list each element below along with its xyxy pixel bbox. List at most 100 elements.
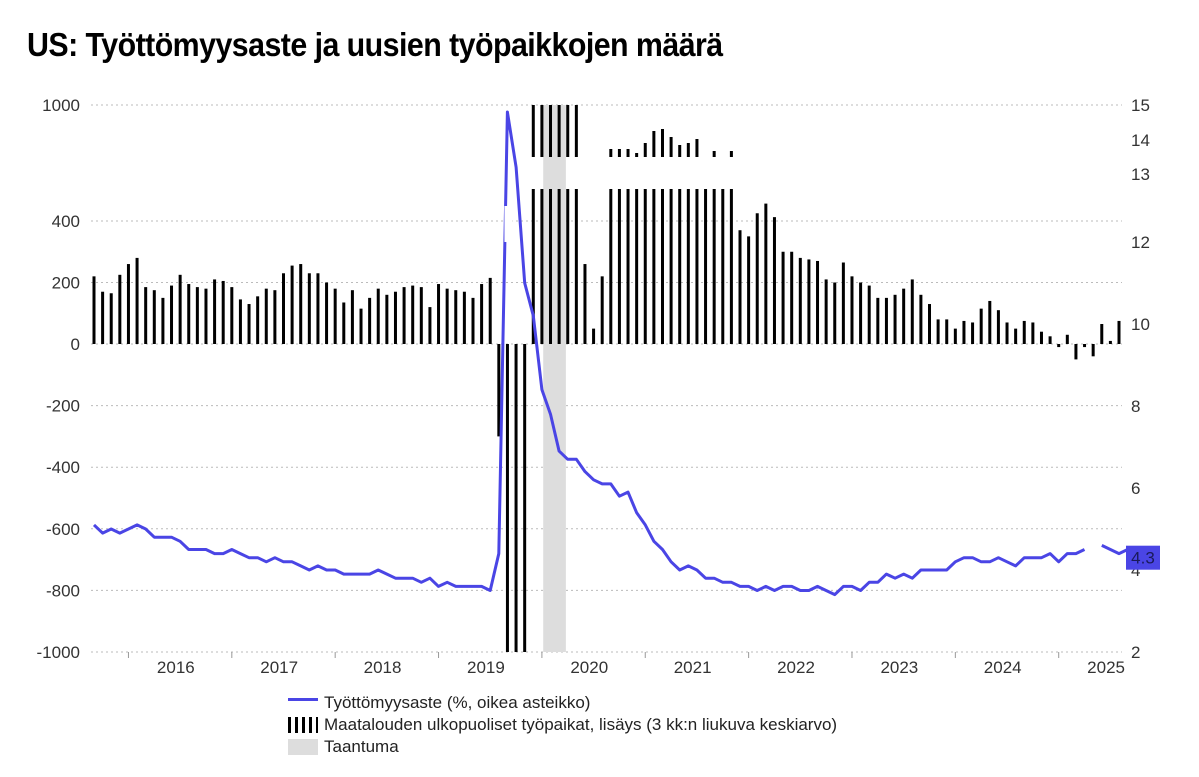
x-tick-label: 2019: [467, 658, 505, 677]
left-tick-label: 200: [52, 274, 80, 293]
unemployment-line: [92, 110, 1138, 597]
bar: [385, 294, 389, 344]
bar: [1108, 340, 1112, 344]
bar-overflow: [669, 137, 673, 157]
bar: [617, 189, 621, 344]
legend: Työttömyysaste (%, oikea asteikko) Maata…: [288, 692, 837, 758]
bar: [238, 299, 242, 344]
bar: [859, 282, 863, 344]
bar-overflow: [635, 153, 639, 157]
bar: [764, 203, 768, 344]
line-series: [92, 110, 1138, 597]
bar: [523, 344, 527, 652]
bar: [1091, 344, 1095, 357]
bar: [428, 307, 432, 344]
bar: [910, 279, 914, 344]
bar: [161, 297, 165, 344]
bar: [488, 277, 492, 344]
bar: [1083, 344, 1087, 348]
bar-overflow: [686, 143, 690, 157]
bar: [376, 288, 380, 344]
legend-label-line: Työttömyysaste (%, oikea asteikko): [324, 693, 591, 712]
bar: [772, 217, 776, 344]
bar-overflow: [729, 151, 733, 157]
bar: [135, 257, 139, 344]
bar: [195, 287, 199, 344]
bar: [660, 189, 664, 344]
legend-item-bars: Maatalouden ulkopuoliset työpaikat, lisä…: [288, 714, 837, 736]
bar: [264, 288, 268, 344]
bar: [850, 276, 854, 344]
x-tick-label: 2020: [570, 658, 608, 677]
bar: [884, 297, 888, 344]
bar: [996, 310, 1000, 344]
bar: [144, 287, 148, 344]
bar: [118, 274, 122, 344]
bar: [281, 273, 285, 344]
bar-overflow: [557, 105, 561, 157]
bar: [600, 276, 604, 344]
current-value-text: 4.3: [1131, 549, 1155, 568]
bar: [454, 290, 458, 344]
bar: [1031, 322, 1035, 344]
bar: [816, 260, 820, 344]
bar: [247, 304, 251, 344]
bar: [316, 273, 320, 344]
bar: [540, 189, 544, 344]
left-tick-label: -600: [46, 520, 80, 539]
bar: [669, 189, 673, 344]
bar: [462, 291, 466, 344]
left-axis: 1000 400 200 0 -200 -400 -600 -800 -1000: [37, 96, 80, 662]
bar-overflow: [574, 105, 578, 157]
bar: [402, 287, 406, 344]
left-tick-label: 0: [71, 335, 80, 354]
bar: [652, 189, 656, 344]
bar-overflow: [712, 151, 716, 157]
current-value-box: [1126, 545, 1160, 570]
bar: [480, 284, 484, 344]
bar: [126, 264, 130, 344]
bar-overflow: [626, 149, 630, 157]
left-tick-label: -400: [46, 458, 80, 477]
bar: [1074, 344, 1078, 360]
bar-overflow: [643, 143, 647, 157]
bar: [747, 236, 751, 344]
x-tick-label: 2021: [674, 658, 712, 677]
right-tick-label: 12: [1131, 233, 1150, 252]
x-tick-label: 2025: [1087, 658, 1125, 677]
x-tick-label: 2016: [157, 658, 195, 677]
bar: [704, 189, 708, 344]
bar: [626, 189, 630, 344]
bar: [979, 308, 983, 344]
bar: [1100, 324, 1104, 344]
bar: [273, 290, 277, 344]
right-tick-label: 15: [1131, 96, 1150, 115]
bar-overflow: [617, 149, 621, 157]
bar-overflow: [540, 105, 544, 157]
legend-label-recession: Taantuma: [324, 737, 399, 756]
bar: [583, 264, 587, 344]
line-gap: [504, 206, 513, 242]
left-tick-label: 1000: [42, 96, 80, 115]
bar: [204, 288, 208, 344]
bar: [368, 297, 372, 344]
bar: [290, 265, 294, 344]
bar: [729, 189, 733, 344]
bar: [807, 259, 811, 344]
bar: [712, 189, 716, 344]
bar: [953, 328, 957, 344]
bar: [178, 274, 182, 344]
x-tick-label: 2017: [260, 658, 298, 677]
bar: [101, 291, 105, 344]
current-value-badge: 4.3: [1126, 545, 1160, 570]
x-tick-label: 2018: [364, 658, 402, 677]
grid-lines: [91, 104, 1122, 653]
legend-label-bars: Maatalouden ulkopuoliset työpaikat, lisä…: [324, 715, 838, 734]
bar: [307, 273, 311, 344]
bar: [445, 288, 449, 344]
bar: [411, 285, 415, 344]
bar: [919, 294, 923, 344]
bar: [686, 189, 690, 344]
bar: [256, 296, 260, 344]
